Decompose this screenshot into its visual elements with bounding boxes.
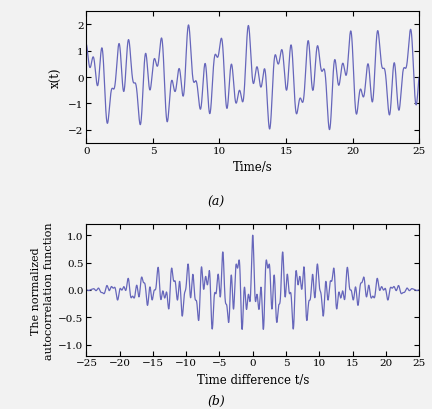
Y-axis label: x(t): x(t): [50, 67, 63, 88]
X-axis label: Time/s: Time/s: [233, 161, 273, 174]
X-axis label: Time difference t/s: Time difference t/s: [197, 373, 309, 386]
Y-axis label: The normalized
autocorrelation function: The normalized autocorrelation function: [31, 222, 54, 359]
Text: (a): (a): [207, 196, 225, 209]
Text: (b): (b): [207, 394, 225, 407]
